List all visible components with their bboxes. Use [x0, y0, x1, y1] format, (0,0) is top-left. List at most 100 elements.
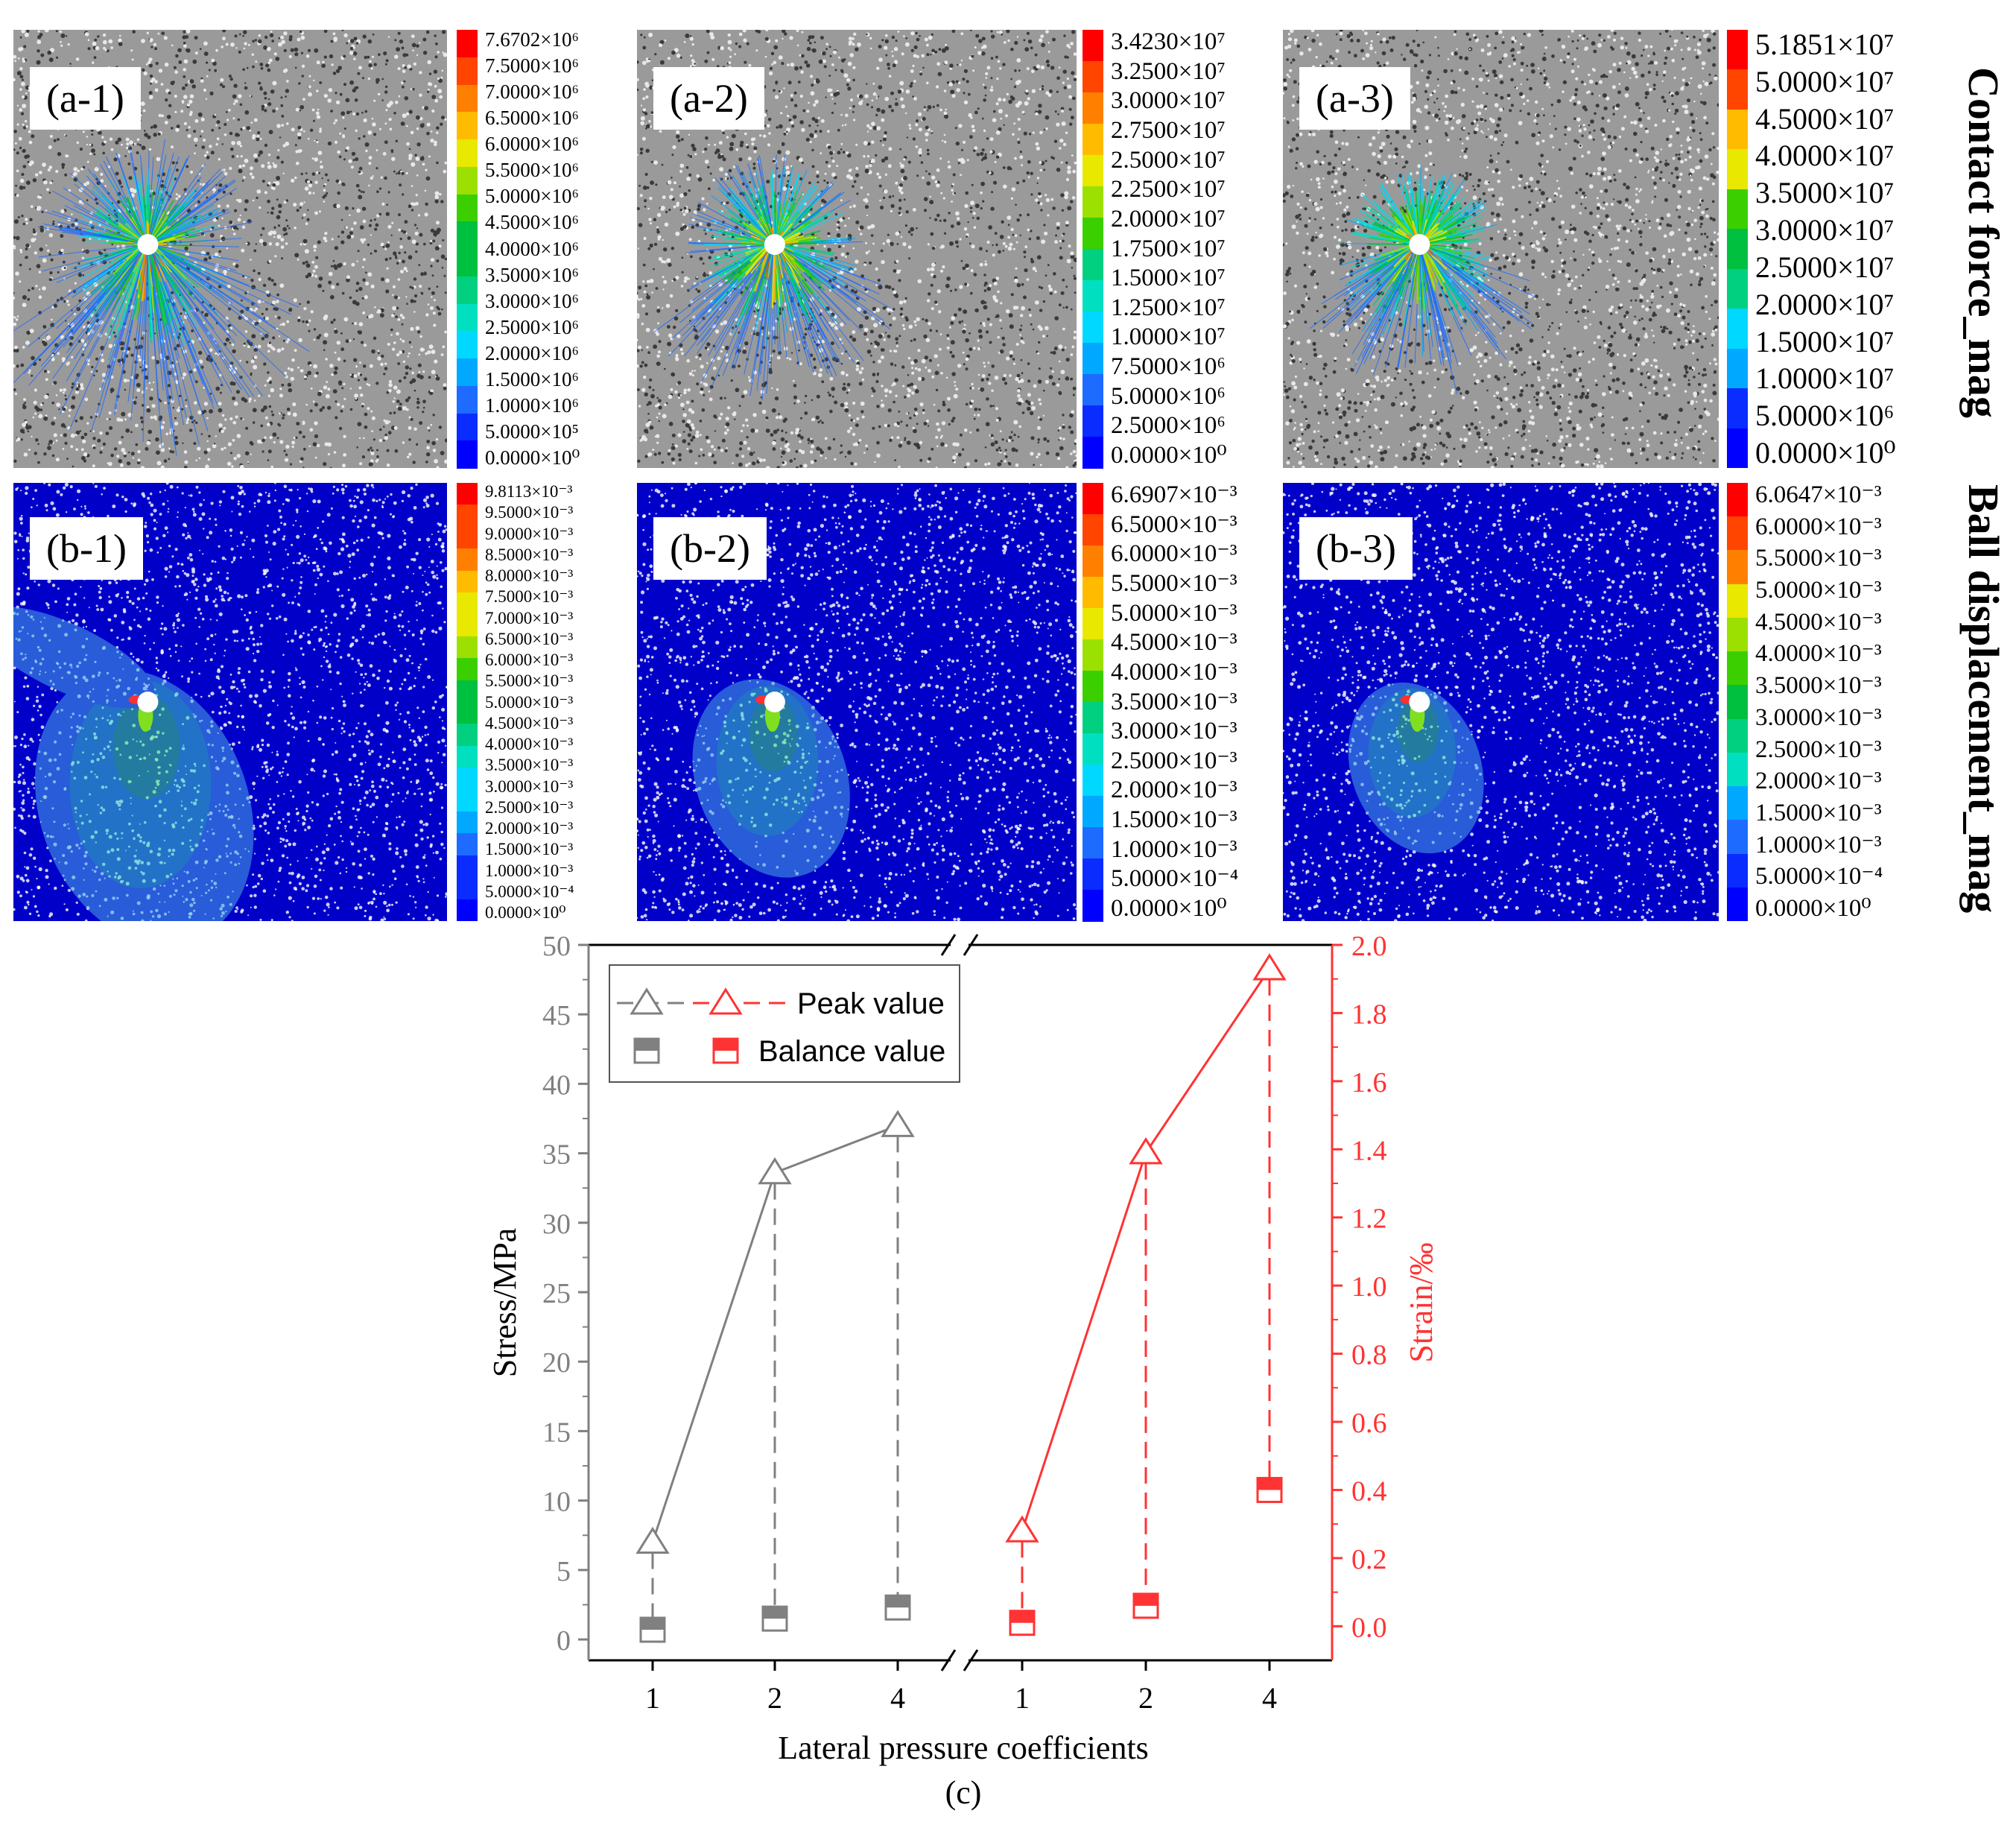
axis-break-mark: [940, 934, 957, 956]
color-bar-label: 3.5000×10⁻³: [1111, 688, 1237, 715]
color-bar-segment: [1727, 268, 1748, 309]
color-bar-segment: [1083, 577, 1103, 609]
color-bar-segment: [457, 899, 478, 922]
color-bar-segment: [457, 833, 478, 856]
color-bar-segment: [1083, 155, 1103, 187]
color-bar-label: 8.0000×10⁻³: [485, 566, 574, 585]
y-right-tick-label: 1.4: [1351, 1135, 1387, 1166]
color-bar-label: 0.0000×10⁰: [485, 903, 566, 922]
color-bar-segment: [457, 483, 478, 505]
color-bar-label: 4.5000×10⁻³: [485, 713, 574, 733]
axis-break-mark: [963, 1649, 979, 1671]
x-axis-title: Lateral pressure coefficients: [778, 1730, 1149, 1766]
color-bar-segment: [1083, 514, 1103, 546]
color-bar-segment: [1727, 309, 1748, 349]
color-bar-segment: [1083, 483, 1103, 515]
axis-break-mark: [940, 1649, 957, 1671]
color-bar-segment: [457, 84, 478, 113]
color-bar-segment: [457, 276, 478, 304]
color-bar-segment: [1727, 718, 1748, 753]
color-bar-segment: [1083, 186, 1103, 218]
color-bar-label: 9.5000×10⁻³: [485, 503, 574, 522]
color-bar-segment: [1727, 388, 1748, 429]
y-left-tick-label: 40: [542, 1069, 571, 1101]
color-bar: [457, 30, 478, 469]
color-bar-segment: [1727, 109, 1748, 150]
color-bar-label: 6.5000×10⁻³: [1111, 510, 1237, 538]
panel-label: (b-2): [653, 517, 767, 580]
color-bar-segment: [1083, 545, 1103, 578]
y-right-tick-label: 1.2: [1351, 1204, 1387, 1235]
color-bar-segment: [457, 303, 478, 332]
color-bar: [1727, 483, 1748, 922]
y-right-tick-label: 2.0: [1351, 931, 1387, 962]
legend-peak-label: Peak value: [797, 987, 945, 1020]
marker-fill: [1258, 1478, 1281, 1490]
color-bar-label: 4.0000×10⁻³: [1755, 640, 1882, 668]
color-bar-label: 9.0000×10⁻³: [485, 524, 574, 543]
color-bar-segment: [457, 724, 478, 747]
y-right-tick-label: 1.6: [1351, 1067, 1387, 1098]
color-bar-segment: [1083, 61, 1103, 93]
color-bar-segment: [1727, 617, 1748, 652]
y-right-tick-label: 1.8: [1351, 999, 1387, 1030]
color-bar-label: 3.5000×10⁻³: [1755, 672, 1882, 700]
color-bar-segment: [1727, 550, 1748, 585]
color-bar-label: 5.5000×10⁻³: [485, 671, 574, 691]
color-bar-segment: [1083, 765, 1103, 797]
color-bar-segment: [457, 139, 478, 168]
color-bar-label: 6.6907×10⁻³: [1111, 481, 1237, 508]
panel-label: (b-3): [1299, 517, 1413, 580]
color-bar-segment: [457, 658, 478, 681]
x-tick-label: 1: [645, 1681, 660, 1715]
color-bar-segment: [1083, 249, 1103, 281]
legend-peak-gray-marker: [630, 987, 664, 1015]
panel-label: (a-1): [30, 67, 141, 130]
marker-fill: [763, 1607, 787, 1619]
color-bar-label: 2.5000×10⁷: [1755, 250, 1895, 284]
color-bar-label: 2.0000×10⁻³: [1111, 777, 1237, 804]
color-bar-segment: [457, 636, 478, 659]
color-bar-label: 6.0000×10⁶: [485, 133, 579, 156]
color-bar-label: 0.0000×10⁰: [1111, 895, 1227, 922]
color-bar-label: 2.5000×10⁶: [485, 315, 579, 338]
color-bar: [1727, 30, 1748, 469]
y-right-tick-label: 1.0: [1351, 1271, 1387, 1303]
color-bar-label: 4.0000×10⁷: [1755, 139, 1895, 173]
color-bar-segment: [457, 702, 478, 724]
color-bar-label: 1.5000×10⁶: [485, 367, 579, 390]
color-bar-label: 1.7500×10⁷: [1111, 235, 1226, 262]
color-bar-segment: [1083, 280, 1103, 312]
color-bar-label: 3.5000×10⁻³: [485, 756, 574, 775]
color-bar-segment: [1727, 483, 1748, 517]
color-bar-label: 1.5000×10⁷: [1755, 324, 1895, 358]
color-bar-label: 3.0000×10⁶: [485, 289, 579, 312]
color-bar-label: 5.0000×10⁻³: [1755, 577, 1882, 604]
color-bar-segment: [1083, 671, 1103, 703]
color-bar-segment: [1083, 92, 1103, 124]
color-bar-label: 2.0000×10⁷: [1111, 205, 1226, 233]
color-bar-segment: [1083, 343, 1103, 375]
marker-fill: [714, 1039, 738, 1051]
color-bar-segment: [1727, 149, 1748, 190]
color-bar-segment: [1083, 124, 1103, 156]
color-bar-label: 2.2500×10⁷: [1111, 176, 1226, 203]
x-tick-label: 2: [1138, 1681, 1153, 1715]
y-left-tick-label: 5: [557, 1556, 571, 1587]
color-bar-segment: [457, 413, 478, 441]
color-bar-label: 7.0000×10⁻³: [485, 608, 574, 627]
color-bar-segment: [457, 194, 478, 222]
x-tick-label: 4: [1262, 1681, 1277, 1715]
color-bar-segment: [1083, 827, 1103, 859]
y-right-tick-label: 0.8: [1351, 1340, 1387, 1371]
color-bar-label: 7.6702×10⁶: [485, 28, 579, 51]
color-bar-segment: [457, 570, 478, 593]
color-bar-label: 1.2500×10⁷: [1111, 294, 1226, 321]
color-bar-label: 0.0000×10⁰: [1755, 436, 1896, 469]
color-bar-segment: [457, 548, 478, 572]
color-bar-segment: [1727, 428, 1748, 469]
color-bar-label: 6.0647×10⁻³: [1755, 481, 1882, 508]
color-bar-segment: [457, 526, 478, 549]
color-bar-label: 1.5000×10⁻³: [1755, 799, 1882, 826]
